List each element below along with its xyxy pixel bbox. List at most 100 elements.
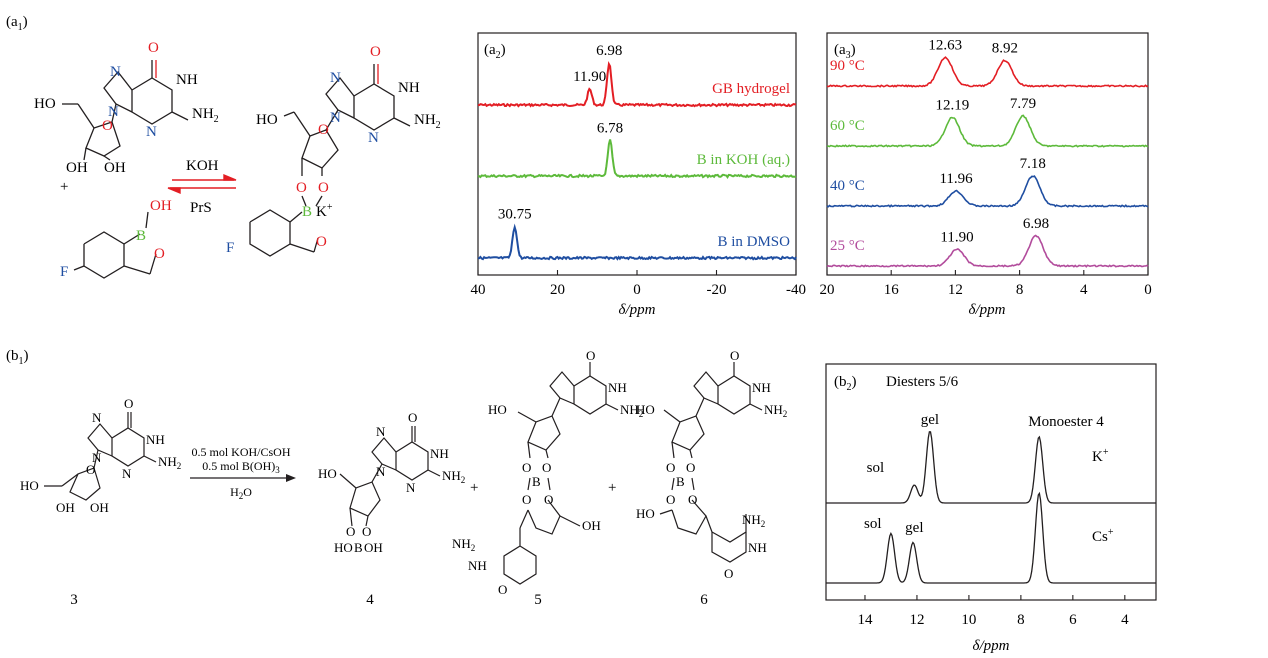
solvent-label: H2O [230, 485, 252, 501]
svg-text:NH: NH [430, 446, 449, 461]
svg-text:O: O [318, 122, 329, 138]
counterion-k: K+ [316, 202, 333, 220]
svg-text:OH: OH [56, 500, 75, 515]
svg-text:NH2: NH2 [620, 402, 643, 419]
equilibrium-arrows [167, 173, 237, 195]
plus-sign-1: + [470, 480, 478, 496]
svg-text:NH: NH [608, 380, 627, 395]
chart-a3: (a3) 12.63 8.92 90 °C 12.19 7.79 60 °C 11.96 7.… [820, 32, 1152, 318]
compound-number-6: 6 [700, 592, 708, 608]
x-tick-label: 16 [884, 282, 900, 298]
spectrum-line [477, 60, 797, 108]
chart-b2-x-axis: 14 12 10 8 6 4 [857, 595, 1129, 628]
chart-b2-title: Diesters 5/6 [886, 374, 959, 390]
spectrum-line [826, 175, 1149, 208]
svg-text:NH2: NH2 [764, 402, 787, 419]
svg-text:NH: NH [176, 72, 198, 88]
scheme-b-3-atoms: O NH N N N NH2 HO OH OH O [20, 396, 181, 515]
svg-text:NH: NH [398, 80, 420, 96]
svg-text:OH: OH [364, 540, 383, 555]
svg-text:B: B [354, 540, 363, 555]
x-tick-label: 12 [948, 282, 963, 298]
series-label: 90 °C [830, 58, 865, 74]
svg-text:NH: NH [468, 558, 487, 573]
svg-text:NH: NH [748, 540, 767, 555]
peak-label: 12.19 [935, 98, 969, 114]
chart-a2: (a2) 11.90 6.98 GB hydrogel 6.78 B in KOH (a… [471, 32, 806, 318]
svg-text:N: N [376, 464, 386, 479]
svg-text:B: B [676, 474, 685, 489]
svg-text:O: O [154, 246, 165, 262]
compound-number-5: 5 [534, 592, 542, 608]
chart-a3-xlabel: δ/ppm [969, 302, 1006, 318]
series-label: B in KOH (aq.) [697, 152, 790, 168]
svg-text:OH: OH [66, 160, 88, 176]
scheme-a-boronic-atoms: B OH O F [60, 198, 172, 280]
svg-text:O: O [124, 396, 133, 411]
chart-b2-series-group: K+ Cs+ gel sol sol gel [826, 412, 1156, 584]
plus-sign-2: + [608, 480, 616, 496]
svg-text:O: O [522, 460, 531, 475]
peak-annotation: sol [867, 460, 885, 476]
svg-text:NH2: NH2 [742, 512, 765, 529]
reagent-line-2: 0.5 mol B(OH)3 [202, 459, 280, 475]
chart-a2-label: (a2) [484, 42, 506, 61]
svg-text:O: O [296, 180, 307, 196]
svg-text:O: O [686, 460, 695, 475]
scheme-b-5-atoms: O NH NH2 HO O O B O O OH NH2 NH O [452, 348, 643, 597]
spectrum-line [477, 223, 797, 261]
x-tick-label: 6 [1069, 612, 1077, 628]
spectrum-line [826, 431, 1156, 504]
svg-text:O: O [318, 180, 329, 196]
peak-annotation: gel [921, 412, 939, 428]
x-tick-label: 14 [857, 612, 873, 628]
reagent-koh: KOH [186, 158, 219, 174]
svg-text:O: O [688, 492, 697, 507]
x-tick-label: 8 [1017, 612, 1025, 628]
x-tick-label: 10 [961, 612, 976, 628]
peak-label: 6.78 [597, 120, 623, 136]
svg-text:OH: OH [582, 518, 601, 533]
svg-text:NH2: NH2 [442, 468, 465, 485]
svg-text:O: O [316, 234, 327, 250]
svg-text:O: O [86, 462, 95, 477]
chart-b2: (b2) Diesters 5/6 Monoester 4 K+ Cs+ gel so… [825, 363, 1157, 654]
svg-text:N: N [330, 110, 341, 126]
chart-a3-frame [826, 32, 1149, 276]
svg-text:O: O [544, 492, 553, 507]
x-tick-label: 12 [909, 612, 924, 628]
svg-text:HO: HO [20, 478, 39, 493]
nh2-label: NH2 [192, 106, 219, 125]
svg-text:O: O [724, 566, 733, 581]
series-label: K+ [1092, 447, 1109, 465]
peak-label: 6.98 [1023, 216, 1049, 232]
chart-a3-x-axis: 20 16 12 8 4 0 [820, 270, 1152, 298]
svg-text:HO: HO [636, 506, 655, 521]
peak-annotation: sol [864, 516, 882, 532]
peak-label: 7.79 [1010, 96, 1036, 112]
peak-label: 8.92 [992, 41, 1018, 57]
svg-text:OH: OH [150, 198, 172, 214]
reaction-arrow [190, 474, 296, 482]
svg-text:O: O [730, 348, 739, 363]
scheme-a-boronate-ester [249, 64, 411, 257]
svg-text:HO: HO [334, 540, 353, 555]
x-tick-label: 4 [1121, 612, 1129, 628]
compound-number-3: 3 [70, 592, 78, 608]
peak-label: 30.75 [498, 207, 532, 223]
svg-text:B: B [532, 474, 541, 489]
svg-text:O: O [522, 492, 531, 507]
svg-text:F: F [226, 240, 234, 256]
svg-text:+: + [60, 179, 68, 195]
peak-label: 12.63 [928, 38, 962, 54]
svg-text:O: O [666, 460, 675, 475]
panel-label-a1: (a1) [6, 14, 28, 33]
svg-text:O: O [666, 492, 675, 507]
svg-text:B: B [136, 228, 146, 244]
monoester-annotation: Monoester 4 [1028, 414, 1104, 430]
scheme-a-boronic-acid [73, 211, 157, 279]
svg-text:O: O [148, 40, 159, 56]
chart-a2-series-group: 11.90 6.98 GB hydrogel 6.78 B in KOH (aq.) 30… [477, 43, 797, 261]
svg-text:F: F [60, 264, 68, 280]
x-tick-label: 20 [820, 282, 835, 298]
